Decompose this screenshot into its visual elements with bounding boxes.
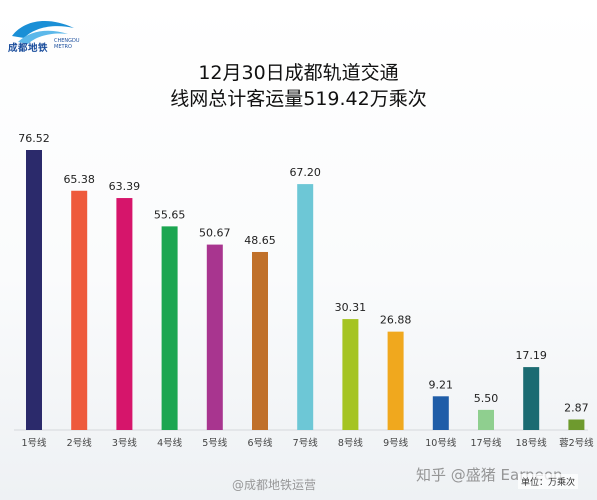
chart-title-line2: 线网总计客运量519.42万乘次 [170, 88, 427, 110]
value-label-13: 2.87 [564, 401, 589, 414]
bar-6 [252, 251, 268, 430]
category-label-13: 蓉2号线 [559, 437, 594, 449]
category-label-8: 8号线 [338, 437, 364, 449]
value-label-7: 67.20 [289, 166, 321, 179]
bar-13 [568, 419, 585, 430]
category-label-4: 4号线 [157, 437, 183, 449]
category-label-3: 3号线 [112, 437, 138, 449]
bar-2 [71, 190, 88, 430]
value-label-4: 55.65 [154, 208, 186, 221]
bar-4 [161, 226, 178, 430]
value-label-8: 30.31 [335, 301, 367, 314]
value-label-10: 9.21 [429, 378, 454, 391]
unit-label: 单位：万乘次 [518, 474, 579, 489]
bar-11 [478, 409, 494, 430]
weibo-watermark: @成都地铁运营 [232, 478, 317, 492]
value-label-12: 17.19 [515, 349, 547, 362]
chart-title-line1: 12月30日成都轨道交通 [198, 62, 399, 84]
category-label-7: 7号线 [293, 437, 319, 449]
category-label-10: 10号线 [425, 437, 457, 449]
brand-sub-line2: METRO [54, 44, 72, 50]
bar-9 [387, 331, 404, 430]
brand-subtitle: CHENGDU METRO [54, 38, 80, 50]
category-label-11: 17号线 [470, 437, 502, 449]
value-label-11: 5.50 [474, 392, 499, 405]
value-label-9: 26.88 [380, 314, 412, 327]
bar-1 [26, 150, 42, 430]
value-label-2: 65.38 [63, 173, 95, 186]
category-label-6: 6号线 [247, 437, 273, 449]
category-label-9: 9号线 [383, 437, 409, 449]
category-label-1: 1号线 [21, 437, 47, 449]
brand-name: 成都地铁 [8, 43, 49, 54]
category-label-5: 5号线 [202, 437, 228, 449]
bar-7 [297, 184, 314, 430]
bar-3 [116, 198, 133, 430]
bar-12 [523, 367, 540, 430]
bar-8 [342, 319, 359, 430]
value-label-1: 76.52 [18, 132, 50, 145]
value-label-3: 63.39 [109, 180, 141, 193]
category-label-2: 2号线 [67, 437, 93, 449]
value-label-5: 50.67 [199, 227, 231, 240]
bar-10 [432, 396, 449, 430]
bar-5 [206, 244, 223, 430]
metro-wave-logo-icon [12, 21, 74, 44]
value-label-6: 48.65 [244, 234, 276, 247]
category-label-12: 18号线 [516, 437, 548, 449]
brand-sub-line1: CHENGDU [54, 38, 80, 44]
